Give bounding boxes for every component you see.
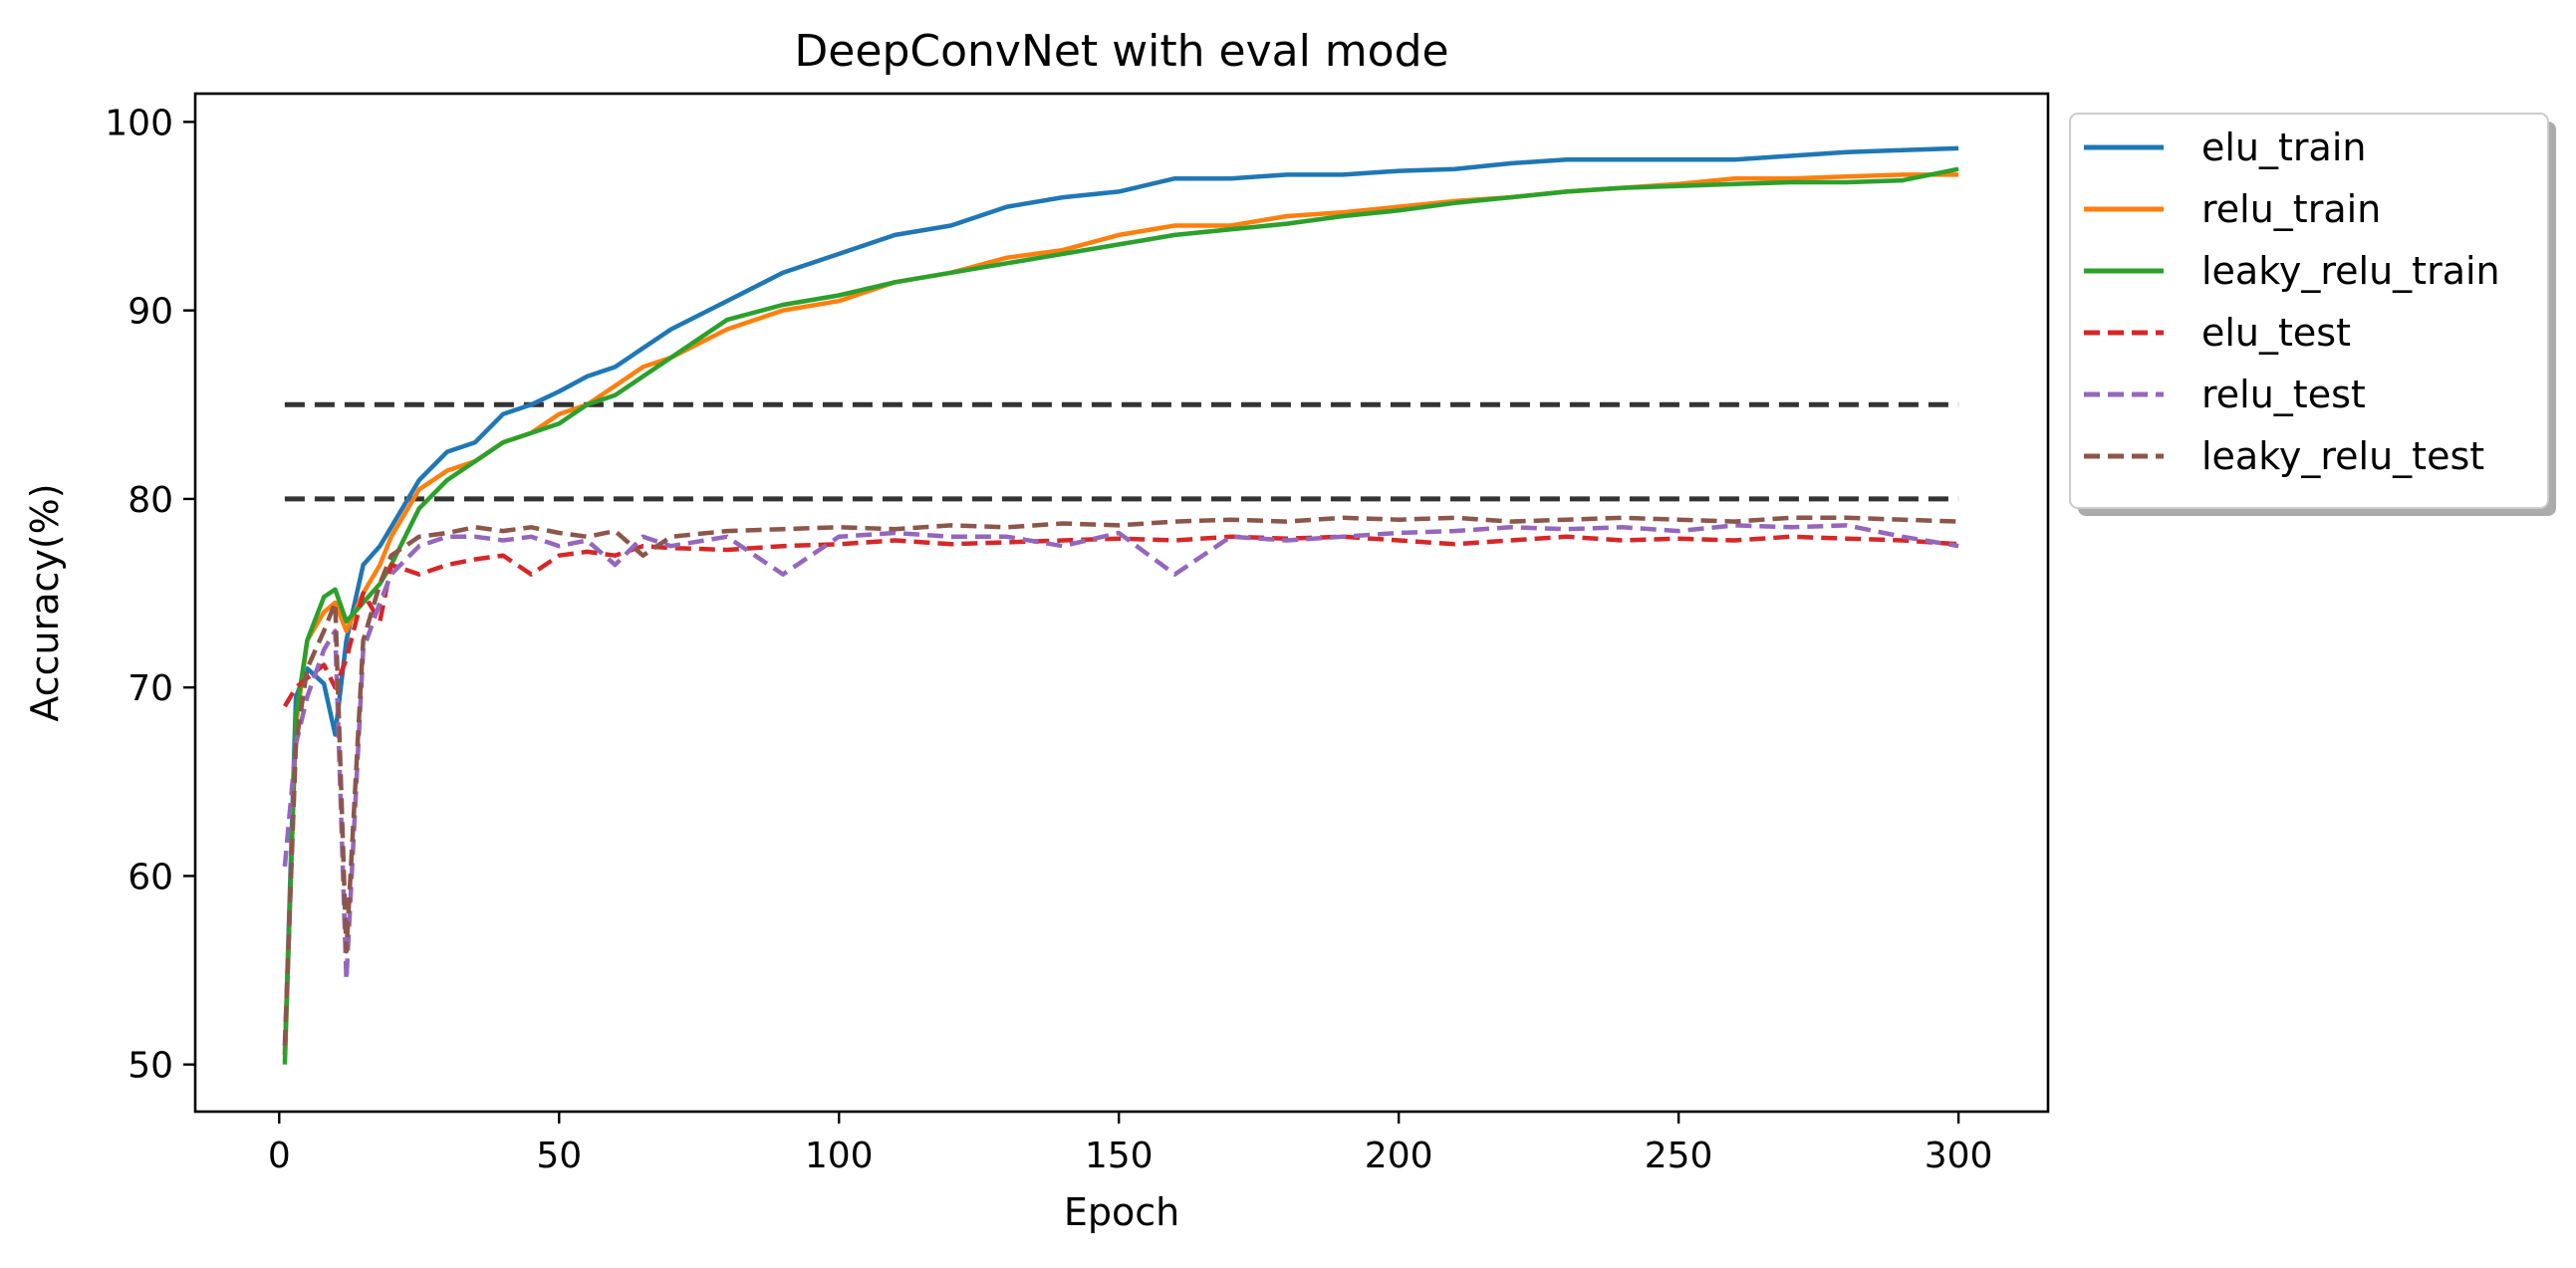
x-tick-label: 100 <box>805 1136 874 1176</box>
legend-label-elu-test: elu_test <box>2201 311 2351 355</box>
x-tick-label: 150 <box>1085 1136 1154 1176</box>
y-tick-label: 80 <box>128 480 173 521</box>
series-line-elu-train <box>282 145 1959 1056</box>
legend-label-relu-test: relu_test <box>2201 373 2366 416</box>
y-tick-label: 50 <box>128 1046 173 1087</box>
series-line-relu-test <box>282 523 1959 982</box>
y-axis-label: Accuracy(%) <box>23 483 67 721</box>
legend-label-elu-train: elu_train <box>2201 126 2366 169</box>
y-tick-label: 90 <box>128 292 173 333</box>
chart-title: DeepConvNet with eval mode <box>794 26 1448 77</box>
axes: 0 50 100 150 200 250 300 50 60 70 80 90 100 <box>105 103 1992 1176</box>
x-axis-label: Epoch <box>1064 1190 1179 1234</box>
x-tick-label: 0 <box>268 1136 291 1176</box>
legend-label-leaky-relu-test: leaky_relu_test <box>2201 434 2484 478</box>
y-tick-label: 60 <box>128 857 173 897</box>
y-tick-label: 100 <box>105 103 173 143</box>
series-line-leaky-relu-test <box>282 515 1959 1046</box>
legend-label-relu-train: relu_train <box>2201 187 2381 231</box>
legend-box <box>2069 113 2549 509</box>
legend: elu_train relu_train leaky_relu_train elu_t… <box>2069 113 2556 516</box>
y-tick-label: 70 <box>128 668 173 709</box>
legend-label-leaky-relu-train: leaky_relu_train <box>2201 249 2500 293</box>
plot-area <box>282 145 1959 1065</box>
x-tick-label: 300 <box>1925 1136 1993 1176</box>
x-tick-label: 200 <box>1365 1136 1433 1176</box>
x-tick-label: 50 <box>536 1136 582 1176</box>
x-tick-label: 250 <box>1645 1136 1713 1176</box>
series-line-leaky-relu-train <box>282 166 1959 1065</box>
plot-frame <box>193 92 2050 1114</box>
